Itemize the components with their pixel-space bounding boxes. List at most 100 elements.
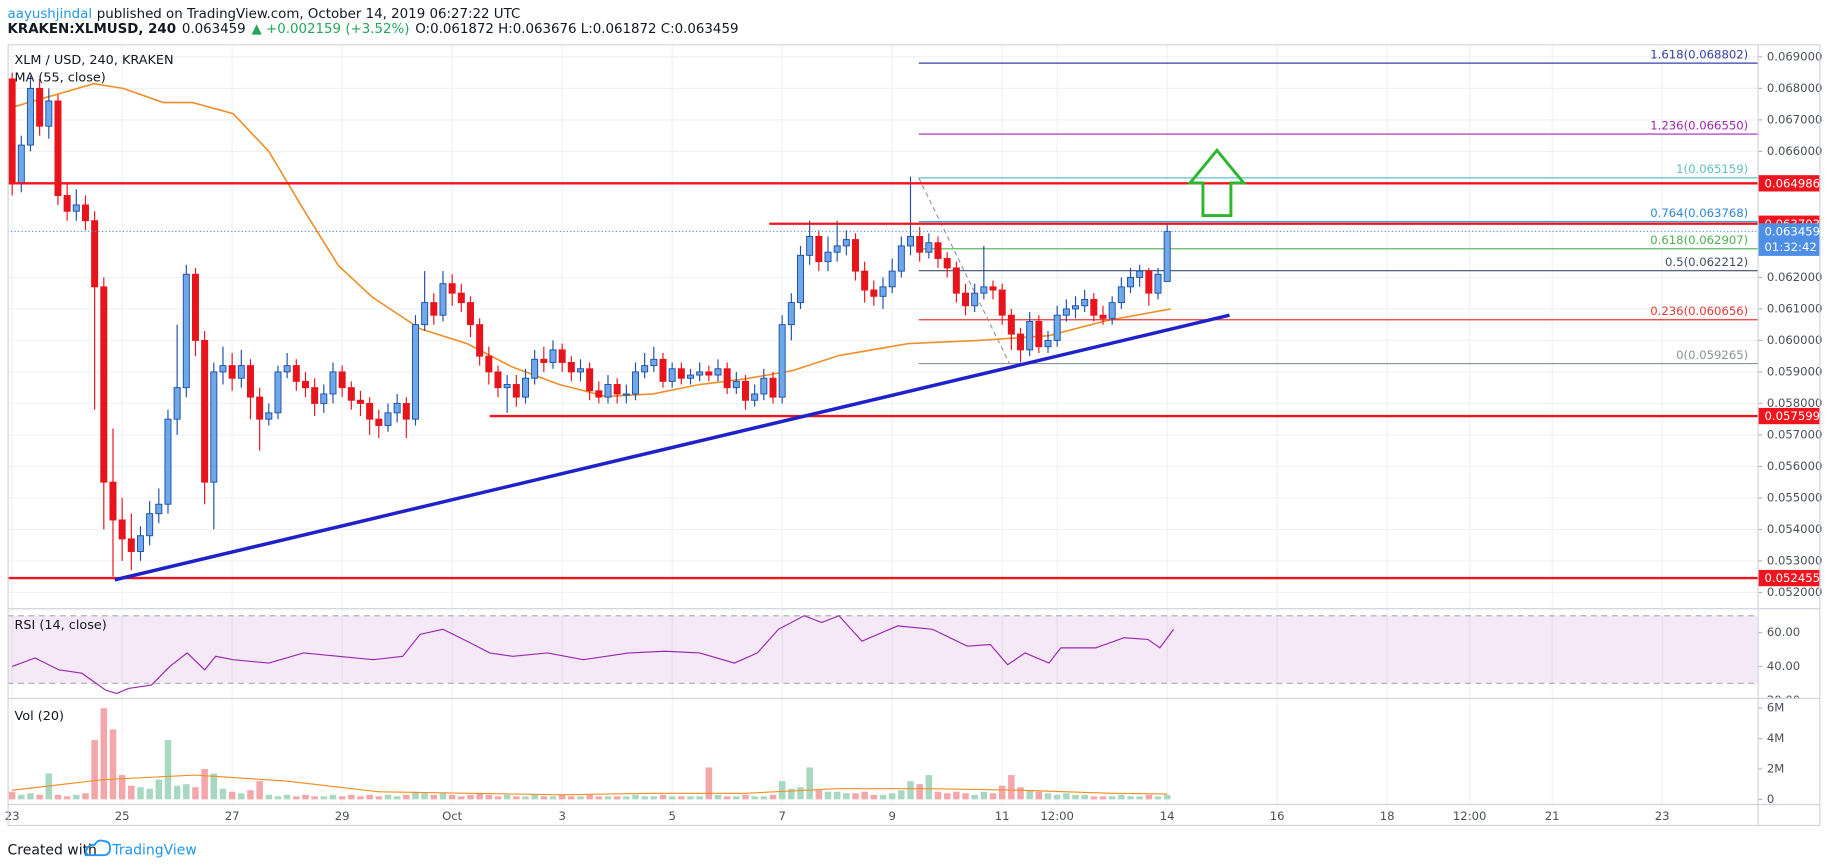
- volume-bar: [274, 796, 282, 800]
- candle-body: [476, 324, 484, 357]
- candle-body: [778, 324, 786, 398]
- rsi-tick-label: 60.00: [1767, 625, 1800, 639]
- candle-body: [558, 349, 566, 363]
- volume-bar: [228, 791, 236, 800]
- candle-body: [136, 535, 144, 552]
- volume-bar: [201, 768, 208, 800]
- volume-bar: [769, 794, 777, 800]
- level-price-box: [1757, 569, 1821, 587]
- volume-bar: [293, 796, 300, 800]
- candle-body: [888, 270, 896, 288]
- volume-bar: [192, 787, 199, 800]
- candle-body: [943, 258, 951, 269]
- volume-bar: [623, 796, 630, 800]
- volume-bar: [54, 794, 62, 800]
- volume-bar: [678, 796, 685, 800]
- level-price-label: 0.052455: [1765, 571, 1821, 585]
- candle-body: [1108, 302, 1116, 319]
- candle-body: [210, 371, 218, 483]
- candle-body: [705, 371, 713, 376]
- candle-body: [311, 387, 319, 404]
- footer-brand[interactable]: TradingView: [111, 843, 196, 859]
- volume-bar: [824, 791, 832, 800]
- volume-bar: [18, 794, 25, 800]
- candle-body: [1127, 276, 1135, 288]
- volume-bar: [558, 794, 566, 800]
- rsi-line: [11, 615, 1175, 695]
- volume-bar: [421, 793, 428, 800]
- candle-body: [1117, 286, 1125, 304]
- volume-bar: [384, 794, 392, 800]
- candle-body: [622, 393, 630, 396]
- volume-bar: [879, 794, 887, 800]
- x-tick-label: 9: [888, 809, 895, 823]
- volume-bar: [925, 775, 933, 800]
- y-tick-label: 0.055000: [1767, 490, 1823, 504]
- candle-body: [26, 87, 34, 146]
- volume-bar: [733, 796, 740, 800]
- candle-body: [1072, 305, 1080, 310]
- chart-border: [7, 44, 1821, 827]
- candle-body: [430, 302, 438, 316]
- candle-body: [751, 393, 759, 401]
- candle-body: [228, 365, 236, 379]
- volume-bar: [613, 796, 621, 800]
- candle-body: [842, 239, 850, 247]
- candle-body: [760, 377, 768, 395]
- volume-tick-label: 6M: [1767, 701, 1784, 715]
- volume-bar: [357, 796, 364, 800]
- author-link[interactable]: aayushjindal: [8, 7, 93, 22]
- candle-body: [815, 235, 823, 263]
- y-tick-label: 0.067000: [1767, 112, 1823, 126]
- volume-bar: [687, 796, 694, 800]
- volume-bar: [109, 729, 117, 800]
- candle-body: [540, 358, 548, 363]
- x-tick-label: 16: [1270, 809, 1285, 823]
- candle-body: [164, 418, 172, 505]
- x-tick-label: Oct: [442, 809, 463, 823]
- volume-bar: [989, 793, 997, 800]
- fib-label: 0.5(0.062212): [1665, 255, 1748, 269]
- rsi-band: [7, 615, 1758, 684]
- volume-bar: [943, 793, 951, 800]
- volume-bar: [210, 773, 218, 800]
- candle-body: [283, 365, 291, 373]
- volume-bar: [485, 794, 493, 800]
- candle-body: [1017, 333, 1025, 351]
- candle-body: [1090, 298, 1098, 316]
- candle-body: [962, 292, 969, 307]
- x-tick-label: 25: [115, 809, 130, 823]
- candle-body: [521, 377, 529, 398]
- volume-bar: [632, 794, 639, 800]
- volume-bar: [778, 781, 786, 800]
- volume-bar: [366, 794, 373, 800]
- price-pane: 1.618(0.068802) 1.236(0.066550) 1(0.065159…: [7, 47, 1758, 582]
- x-tick-label: 5: [668, 809, 675, 823]
- candle-body: [201, 339, 209, 483]
- change: ▲ +0.002159 (+3.52%): [251, 22, 409, 37]
- volume-bar: [338, 796, 346, 800]
- x-tick-label: 11: [995, 809, 1010, 823]
- volume-bar: [439, 793, 447, 800]
- frame: [7, 44, 1821, 827]
- fib-label: 0.618(0.062907): [1650, 233, 1748, 247]
- volume-bar: [833, 791, 841, 800]
- volume-bar: [962, 793, 969, 800]
- volume-bar: [998, 785, 1006, 800]
- candle-body: [182, 273, 190, 389]
- volume-bar: [1044, 793, 1052, 800]
- volume-bar: [797, 787, 804, 800]
- rsi-tick-label: 40.00: [1767, 659, 1800, 673]
- volume-bar: [980, 791, 988, 800]
- candle-body: [870, 289, 878, 297]
- volume-bar: [36, 794, 43, 800]
- volume-bar: [888, 793, 896, 800]
- x-tick-label: 18: [1380, 809, 1395, 823]
- candle-body: [952, 267, 960, 294]
- rsi-axis: 20.00 40.00 60.00: [1757, 625, 1800, 698]
- candle-body: [36, 87, 44, 127]
- candle-body: [806, 235, 814, 256]
- candle-body: [494, 371, 502, 389]
- volume-bar: [604, 796, 612, 800]
- fib-label: 0.764(0.063768): [1650, 206, 1748, 220]
